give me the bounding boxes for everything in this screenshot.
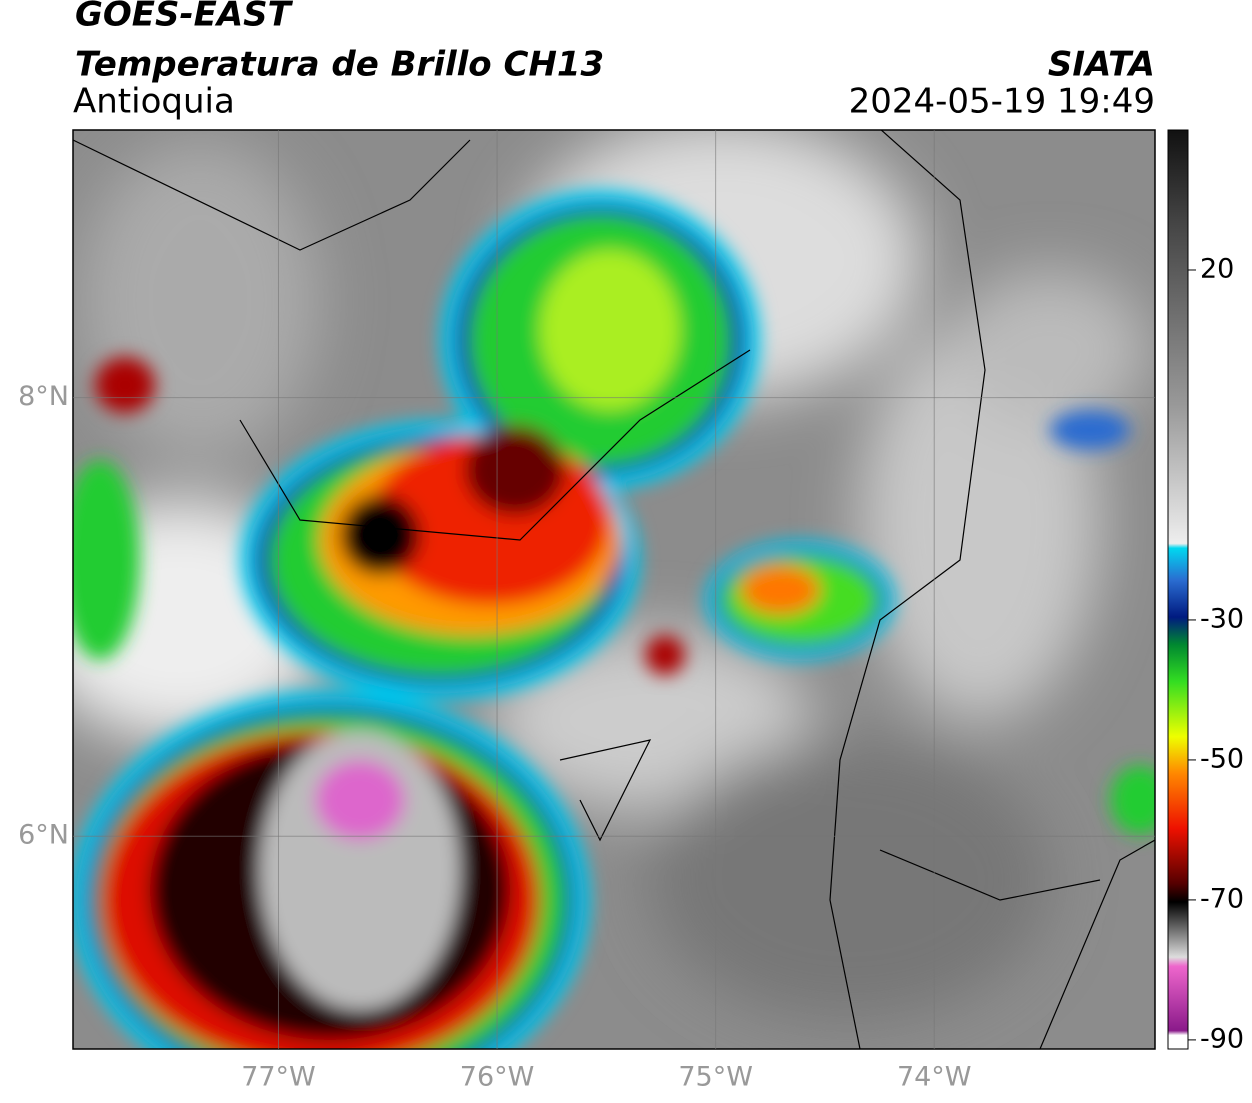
colorbar-tick-label: -30 xyxy=(1200,603,1244,634)
lat-tick-label: 6°N xyxy=(18,820,69,851)
subtitle: Temperatura de Brillo CH13 xyxy=(75,45,604,85)
colorbar-tick-label: -50 xyxy=(1200,743,1244,774)
region: Antioquia xyxy=(73,82,235,122)
lon-tick-label: 75°W xyxy=(678,1062,753,1093)
colorbar-tick-label: -70 xyxy=(1200,883,1244,914)
title: GOES-EAST xyxy=(75,0,294,35)
map-frame xyxy=(72,129,1156,1050)
colorbar xyxy=(1167,129,1189,1050)
lat-tick-label: 8°N xyxy=(18,381,69,412)
satellite-image xyxy=(73,130,1155,1049)
lon-tick-label: 76°W xyxy=(460,1062,535,1093)
source: SIATA xyxy=(1048,45,1155,85)
colorbar-tick-label: 20 xyxy=(1200,253,1234,284)
colorbar-tick-label: -90 xyxy=(1200,1023,1244,1054)
lon-tick-label: 74°W xyxy=(897,1062,972,1093)
lon-tick-label: 77°W xyxy=(241,1062,316,1093)
datetime: 2024-05-19 19:49 xyxy=(849,82,1155,122)
